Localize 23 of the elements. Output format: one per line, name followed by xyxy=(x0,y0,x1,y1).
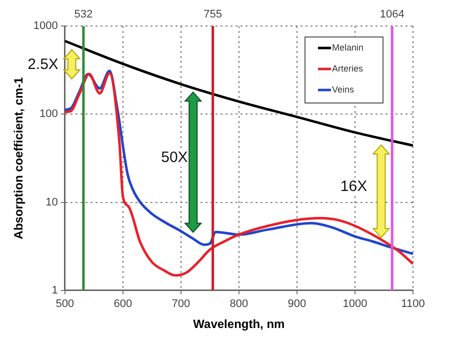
annotation: 50X xyxy=(161,148,188,166)
y-tick-label: 10 xyxy=(46,196,58,208)
y-tick-label: 100 xyxy=(40,108,58,120)
x-tick-label: 500 xyxy=(56,298,74,310)
x-tick-label: 800 xyxy=(230,298,248,310)
annotation: 16X xyxy=(340,178,368,195)
ref-line-label: 532 xyxy=(74,8,93,21)
legend-label: Melanin xyxy=(332,42,364,52)
ref-line-label: 1064 xyxy=(380,8,404,21)
legend-label: Arteries xyxy=(332,63,364,74)
y-axis-title: Absorption coefficient, cm-1 xyxy=(12,76,26,240)
annotation: 2.5X xyxy=(28,56,58,74)
line-series xyxy=(64,40,413,147)
y-tick-label: 1000 xyxy=(33,20,58,32)
x-tick-label: 900 xyxy=(288,298,306,310)
ref-line-label: 755 xyxy=(204,8,222,21)
x-tick-label: 1000 xyxy=(342,298,368,310)
x-axis-title: Wavelength, nm xyxy=(193,317,285,332)
x-tick-label: 600 xyxy=(114,298,132,310)
y-tick-label: 1 xyxy=(52,284,58,296)
x-tick-label: 700 xyxy=(172,298,190,310)
legend-label: Veins xyxy=(332,84,355,94)
x-tick-label: 1100 xyxy=(401,298,425,310)
